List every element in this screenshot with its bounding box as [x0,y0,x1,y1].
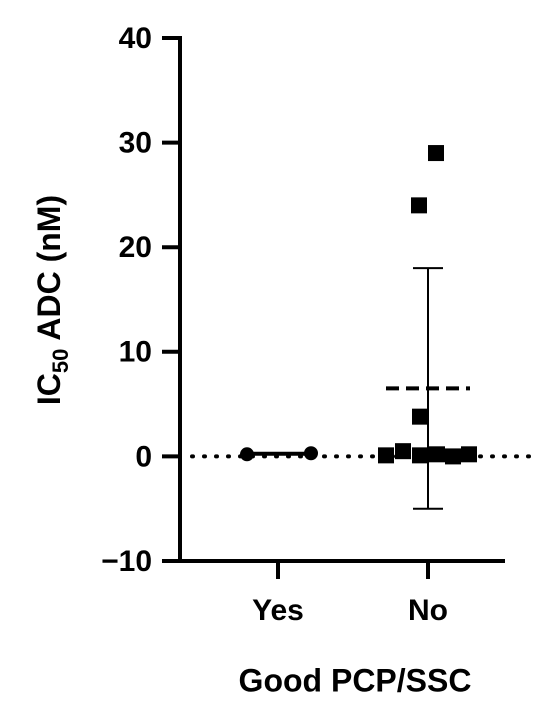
y-tick-label: 10 [119,336,152,369]
data-point [429,446,445,463]
y-axis-title-subscript: 50 [48,349,73,373]
data-point [412,447,428,464]
data-point [445,448,461,465]
y-tick-label: 20 [119,231,152,264]
x-axis-title: Good PCP/SSC [239,662,472,698]
x-tick-label: No [408,594,448,627]
y-axis-title-main: IC [31,373,67,405]
y-tick-label: 30 [119,127,152,160]
x-tick-label: Yes [252,594,304,627]
data-point [428,145,444,162]
y-tick-label: −10 [101,545,152,578]
y-tick-label: 40 [119,22,152,55]
data-point [461,446,477,463]
data-point [304,446,318,461]
data-point [411,197,427,214]
data-point [412,408,428,425]
y-axis-title-rest: ADC (nM) [31,195,67,341]
data-point [395,443,411,460]
y-tick-label: 0 [135,440,152,473]
data-point [378,447,394,464]
y-axis-title: IC50 ADC (nM) [31,195,72,405]
